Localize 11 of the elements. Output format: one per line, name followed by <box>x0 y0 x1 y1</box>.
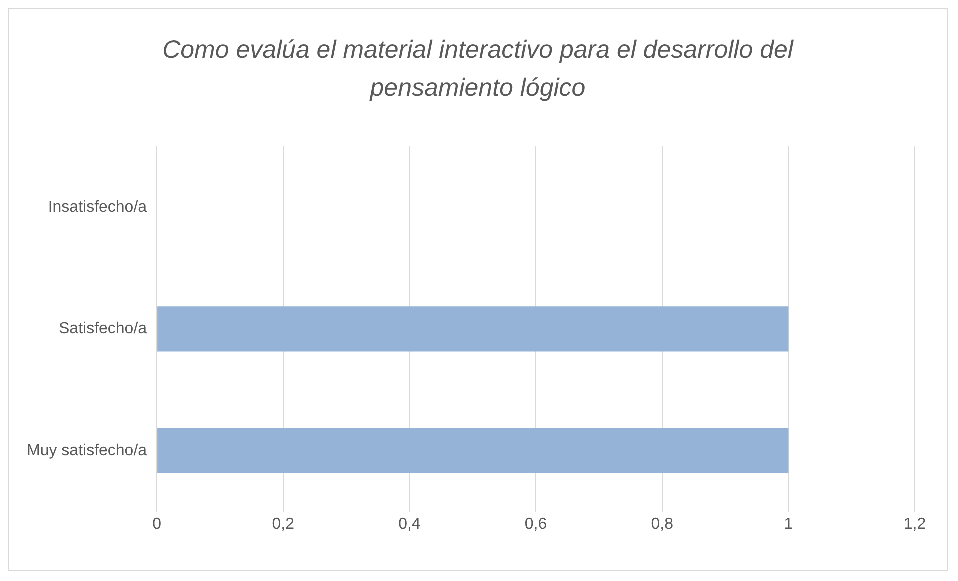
chart-title: Como evalúa el material interactivo para el desarrollo del pensamiento lógico <box>162 35 795 104</box>
x-tick-label: 0,8 <box>651 516 674 533</box>
x-tick-label: 0,6 <box>524 516 548 533</box>
y-tick-label: Satisfecho/a <box>58 320 148 338</box>
x-tick-label: 1,2 <box>904 516 926 533</box>
x-tick-label: 0 <box>152 516 162 533</box>
x-tick-label: 0,2 <box>272 516 295 533</box>
y-tick-label: Muy satisfecho/a <box>26 442 148 460</box>
x-tick-label: 0,4 <box>398 516 421 533</box>
y-tick-label: Insatisfecho/a <box>48 198 148 216</box>
x-tick-label: 1 <box>784 516 794 533</box>
